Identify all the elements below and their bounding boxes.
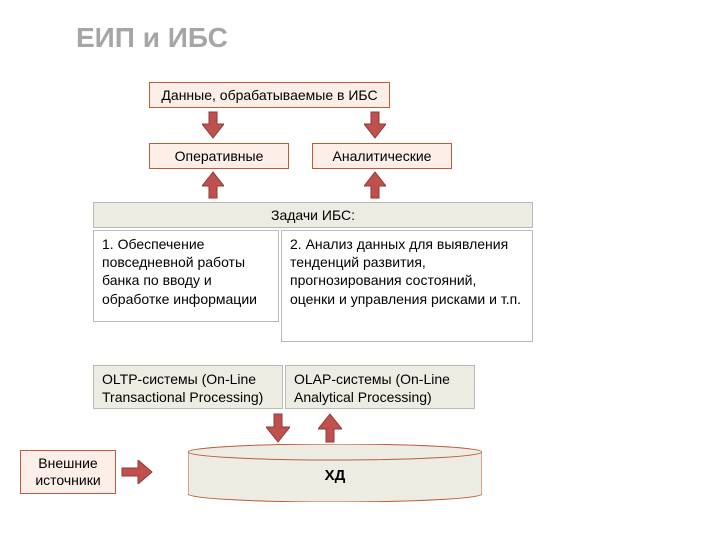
arrow-up-1 xyxy=(202,170,224,200)
box-label: Задачи ИБС: xyxy=(271,207,355,223)
box-label: 1. Обеспечение повседневной работы банка… xyxy=(102,235,270,308)
box-external-sources: Внешние источники xyxy=(20,450,116,494)
box-label: Данные, обрабатываемые в ИБС xyxy=(161,87,377,103)
box-task2: 2. Анализ данных для выявления тенденций… xyxy=(281,230,533,342)
arrow-up-3 xyxy=(318,412,342,444)
box-label: OLAP-системы (On-Line Analytical Process… xyxy=(294,370,466,406)
box-label: OLTP-системы (On-Line Transactional Proc… xyxy=(102,370,274,406)
box-task1: 1. Обеспечение повседневной работы банка… xyxy=(93,230,279,322)
cylinder-hd-label-box: ХД xyxy=(188,456,482,494)
arrow-up-2 xyxy=(364,170,386,200)
box-olap: OLAP-системы (On-Line Analytical Process… xyxy=(285,365,475,409)
box-analytical: Аналитические xyxy=(312,143,452,169)
box-label: Аналитические xyxy=(333,148,432,164)
page-title: ЕИП и ИБС xyxy=(76,22,228,54)
arrow-right-1 xyxy=(120,460,154,484)
arrow-down-3 xyxy=(266,412,290,444)
box-oltp: OLTP-системы (On-Line Transactional Proc… xyxy=(93,365,283,409)
arrow-down-1 xyxy=(202,110,224,140)
box-tasks-header: Задачи ИБС: xyxy=(93,202,533,228)
box-label: 2. Анализ данных для выявления тенденций… xyxy=(290,235,524,308)
arrow-down-2 xyxy=(364,110,386,140)
box-label: Внешние источники xyxy=(29,455,107,489)
box-label: Оперативные xyxy=(175,148,264,164)
box-operational: Оперативные xyxy=(149,143,289,169)
cylinder-label: ХД xyxy=(325,467,346,484)
box-data-processed: Данные, обрабатываемые в ИБС xyxy=(149,82,390,108)
